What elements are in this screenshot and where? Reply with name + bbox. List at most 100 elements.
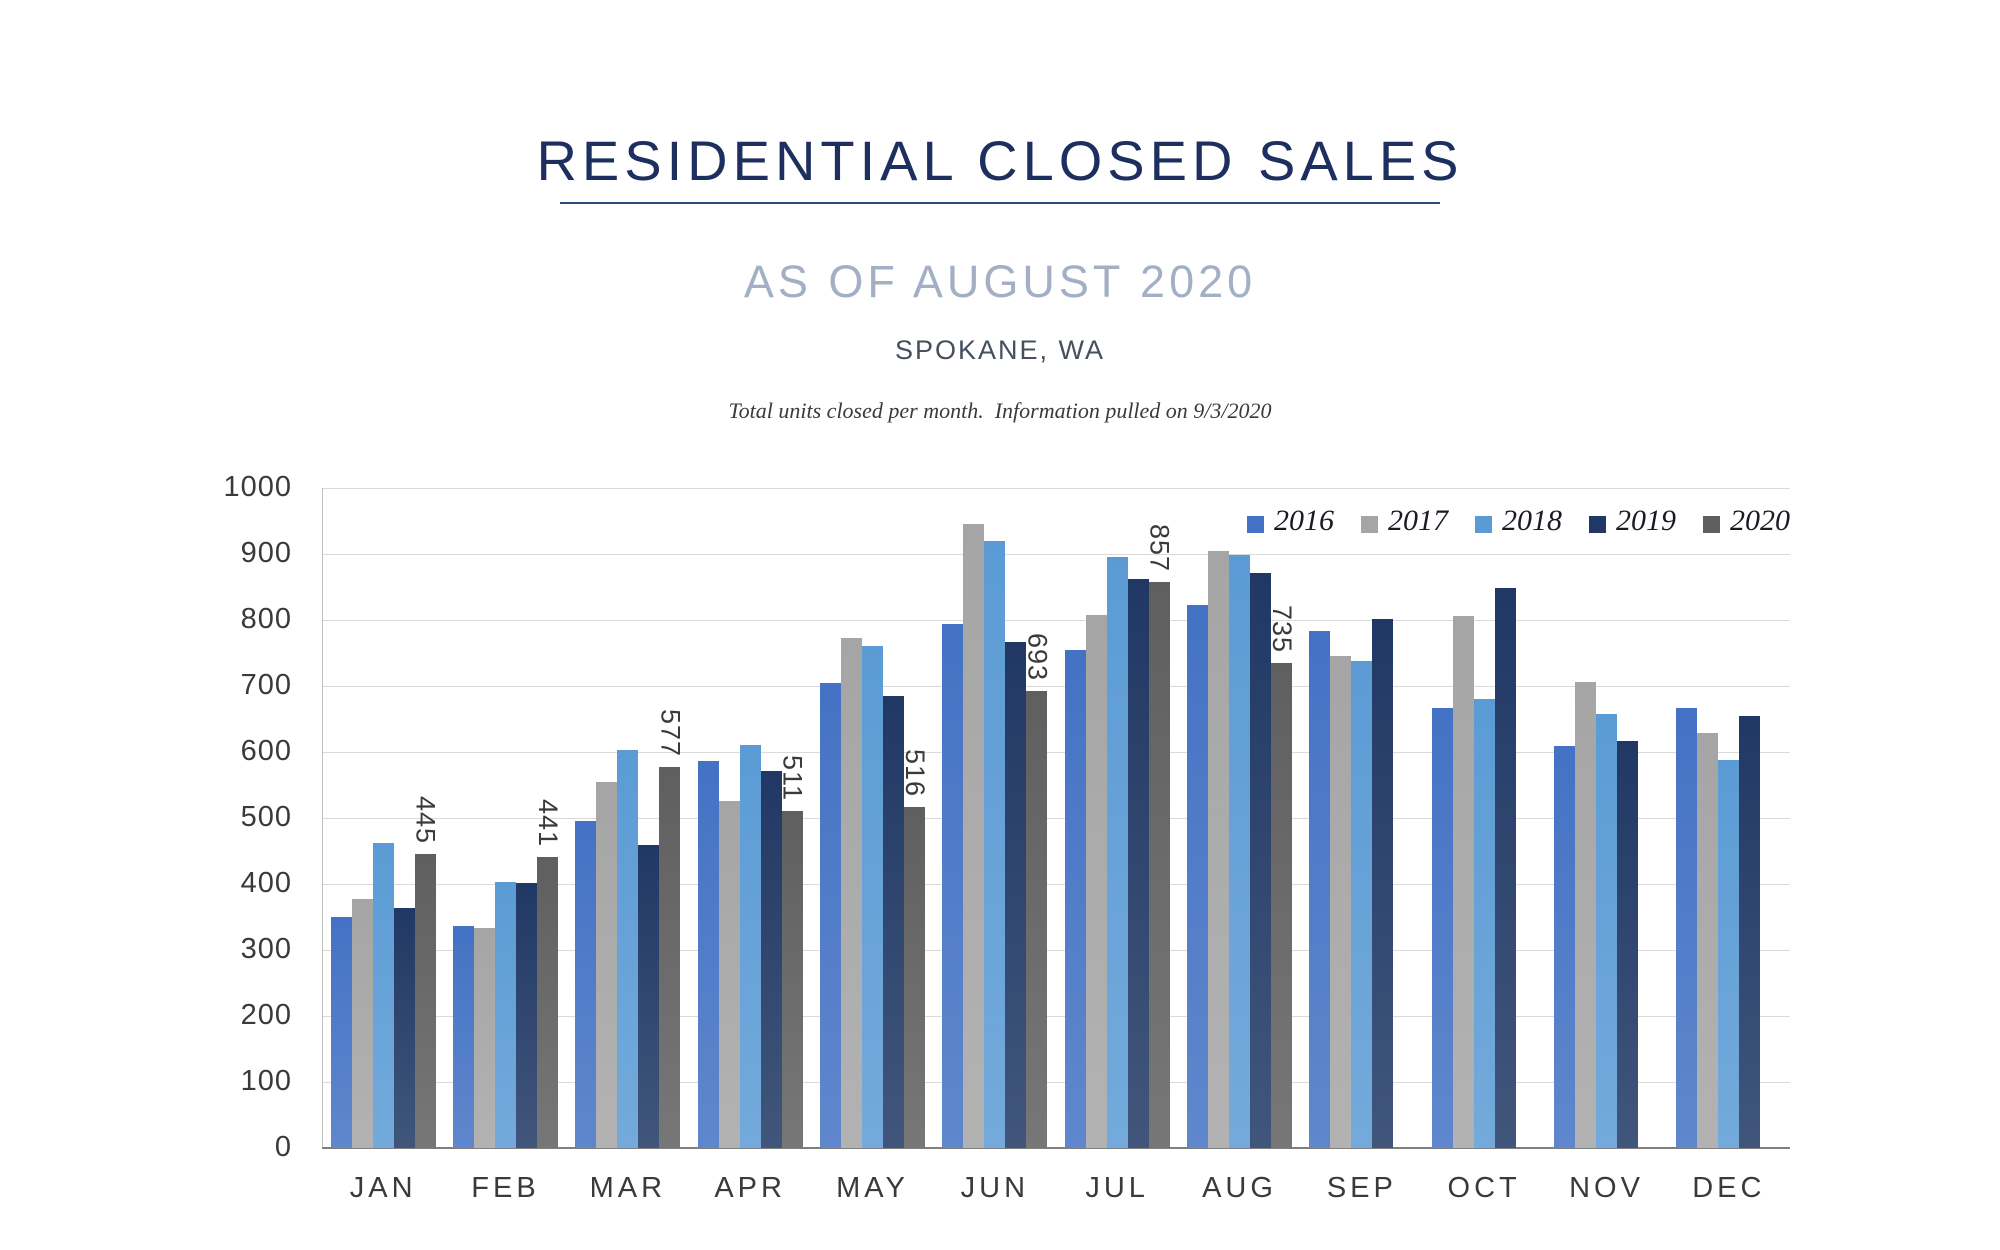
bar-2018-jul [1106, 556, 1128, 1148]
legend-item-2018: 2018 [1475, 504, 1562, 538]
y-tick-label-700: 700 [240, 669, 292, 701]
bar-2017-jun [963, 524, 985, 1148]
bar-2016-aug [1187, 604, 1208, 1148]
bar-2019-aug [1250, 573, 1271, 1148]
data-label-apr: 511 [777, 754, 808, 801]
legend-swatch-2019 [1589, 515, 1606, 533]
bar-2018-feb [495, 882, 516, 1148]
y-tick-label-1000: 1000 [223, 471, 292, 503]
chart-location: SPOKANE, WA [894, 335, 1106, 365]
x-axis-label-jun: JUN [960, 1172, 1030, 1204]
bar-2019-apr [760, 771, 782, 1148]
bar-2017-feb [474, 928, 495, 1148]
data-label-jun: 693 [1022, 632, 1053, 681]
bar-2017-jul [1085, 614, 1107, 1148]
bar-2016-nov [1554, 746, 1575, 1148]
gridline-200 [322, 1015, 1790, 1017]
legend: 2016 2017 2018 2019 2020 [1247, 504, 1790, 538]
x-axis-label-dec: DEC [1692, 1172, 1766, 1204]
bar-2018-mar [617, 750, 639, 1148]
bar-2017-apr [718, 800, 740, 1148]
legend-label-2019: 2019 [1616, 504, 1676, 537]
bar-2019-feb [516, 883, 537, 1148]
x-axis-label-feb: FEB [471, 1172, 540, 1204]
bar-2016-sep [1309, 631, 1331, 1148]
y-tick-label-100: 100 [240, 1065, 292, 1097]
bar-2019-dec [1739, 716, 1761, 1148]
data-label-aug: 735 [1267, 604, 1297, 653]
bar-2019-jul [1127, 579, 1149, 1148]
x-axis-label-jul: JUL [1085, 1172, 1149, 1204]
bar-2016-jan [330, 917, 352, 1148]
y-tick-label-500: 500 [240, 801, 292, 833]
x-axis-label-apr: APR [714, 1172, 786, 1204]
x-axis-label-nov: NOV [1569, 1172, 1644, 1204]
bar-2019-may [883, 695, 904, 1148]
legend-label-2018: 2018 [1502, 504, 1562, 537]
legend-label-2020: 2020 [1730, 504, 1790, 537]
bar-2016-may [820, 683, 841, 1148]
gridline-800 [322, 619, 1790, 621]
y-tick-label-900: 900 [240, 537, 292, 569]
legend-swatch-2016 [1247, 515, 1264, 533]
bar-2018-may [862, 645, 883, 1148]
y-tick-label-0: 0 [274, 1131, 292, 1163]
title-underline [560, 202, 1440, 204]
bar-2020-apr [781, 810, 803, 1148]
bar-2020-jun [1026, 690, 1048, 1148]
bar-2016-apr [697, 761, 719, 1148]
data-label-jan: 445 [410, 796, 441, 845]
legend-label-2017: 2017 [1388, 504, 1448, 537]
bar-2018-jan [372, 843, 394, 1148]
bar-2018-apr [739, 744, 761, 1148]
data-label-may: 516 [900, 749, 930, 798]
x-axis-label-oct: OCT [1447, 1172, 1521, 1204]
gridline-900 [322, 553, 1790, 555]
chart-title: RESIDENTIAL CLOSED SALES [536, 129, 1464, 192]
bar-2019-sep [1372, 619, 1394, 1148]
bar-2018-jun [984, 540, 1006, 1148]
legend-item-2020: 2020 [1703, 504, 1790, 538]
legend-item-2016: 2016 [1247, 504, 1334, 538]
x-axis-line [322, 1147, 1790, 1149]
bar-2020-feb [537, 856, 558, 1148]
data-label-jul: 857 [1144, 524, 1175, 573]
bar-2017-sep [1330, 656, 1352, 1148]
bar-2017-may [841, 637, 862, 1148]
bar-2016-jun [942, 623, 964, 1148]
bar-2017-oct [1452, 616, 1474, 1148]
y-axis-line [322, 488, 323, 1149]
x-axis-label-sep: SEP [1326, 1172, 1397, 1204]
bar-2017-mar [596, 781, 618, 1148]
x-axis-label-may: MAY [836, 1172, 909, 1204]
bar-2018-sep [1351, 660, 1373, 1148]
legend-item-2017: 2017 [1361, 504, 1448, 538]
bar-2017-aug [1208, 550, 1229, 1148]
bar-2017-dec [1697, 732, 1719, 1148]
chart-note: Total units closed per month. Informatio… [728, 398, 1272, 423]
legend-swatch-2018 [1475, 515, 1492, 533]
gridline-1000 [322, 487, 1790, 489]
bar-2019-mar [638, 845, 660, 1148]
bar-2020-jul [1148, 582, 1170, 1148]
gridline-100 [322, 1081, 1790, 1083]
bar-2019-nov [1617, 740, 1638, 1148]
bar-2020-jan [414, 854, 436, 1148]
gridline-400 [322, 883, 1790, 885]
bar-2018-oct [1473, 698, 1495, 1148]
x-axis-label-jan: JAN [349, 1172, 417, 1204]
x-axis-label-aug: AUG [1202, 1172, 1277, 1204]
chart-subtitle: AS OF AUGUST 2020 [743, 256, 1257, 307]
bar-2018-aug [1229, 554, 1250, 1148]
bar-2017-jan [351, 899, 373, 1148]
bar-2016-jul [1064, 650, 1086, 1148]
legend-label-2016: 2016 [1274, 504, 1334, 537]
y-tick-label-800: 800 [240, 603, 292, 635]
bar-2016-dec [1676, 708, 1698, 1148]
y-tick-label-300: 300 [240, 933, 292, 965]
gridline-300 [322, 949, 1790, 951]
gridline-600 [322, 751, 1790, 753]
bar-2019-jun [1005, 642, 1027, 1148]
y-tick-label-600: 600 [240, 735, 292, 767]
